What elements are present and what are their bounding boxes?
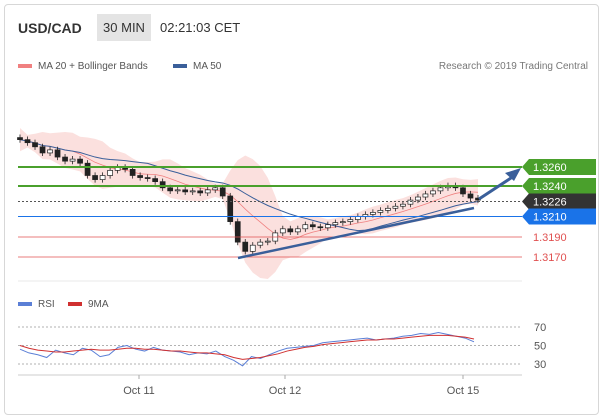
candle-body [347,219,354,222]
candle-body [99,175,106,180]
legend-rsi-label: RSI [38,299,55,310]
candle-body [174,189,181,192]
candle-body [437,187,444,192]
candle-body [430,190,436,195]
level-tag-1-3240 [522,178,596,194]
legend-swatch-rsi [18,302,32,307]
candle-body [340,221,346,223]
candle-body [370,212,376,215]
legend-ma20-label: MA 20 + Bollinger Bands [38,61,148,72]
x-tick-label: Oct 11 [123,385,155,397]
candle-body [62,156,68,162]
legend-swatch-ma20 [18,64,32,69]
candle-body [24,139,31,144]
candle-body [287,228,294,233]
candle-body [54,149,61,158]
candle-body [182,189,189,193]
candle-body [159,181,166,189]
bollinger-band [20,127,478,279]
level-tag-1-3210 [522,208,596,225]
candle-body [77,158,83,164]
candle-body [422,193,429,198]
ma20-line [19,139,479,240]
level-label-1-3226: 1.3226 [533,197,567,209]
candle-body [407,199,414,205]
level-label-1-3170: 1.3170 [533,252,567,264]
candle-body [302,224,309,230]
ma50-line [19,139,479,232]
candle-body [144,177,151,179]
candle-body [17,137,23,140]
support-trendline [237,206,475,260]
candle-body [32,142,38,148]
candle-body [107,170,113,176]
legend-ma50-label: MA 50 [193,61,222,72]
candle-body [47,149,53,154]
legend-9ma-label: 9MA [88,299,109,310]
candle-body [249,244,256,252]
credit-text: Research © 2019 Trading Central [438,61,588,72]
candle-body [400,203,406,207]
candle-body [167,187,174,192]
candle-body [385,207,391,211]
legend-swatch-9ma [68,302,82,307]
legend-swatch-ma50 [173,64,187,69]
candle-body [152,178,158,182]
projection-arrow-shaft [478,174,515,201]
candle-body [392,205,399,209]
rsi-tick-30: 30 [534,359,546,371]
x-tick-label: Oct 15 [447,385,479,397]
candle-body [189,190,196,193]
candle-body [309,224,316,228]
candle-body [227,195,234,222]
candle-body [242,241,249,252]
legend-rsi: RSI [18,299,55,310]
projection-arrow-head [505,168,521,181]
rsi-tick-50: 50 [534,341,546,353]
rsi-ma9-line [19,334,475,360]
candle-body [294,228,301,233]
candle-body [39,146,46,154]
candle-body [415,196,421,201]
candle-body [377,210,384,213]
candle-body [317,226,324,229]
candle-body [129,169,136,176]
candle-body [279,228,286,234]
candle-body [332,222,339,226]
level-label-1-3260: 1.3260 [533,162,567,174]
level-label-1-3240: 1.3240 [533,181,567,193]
candle-body [467,193,474,199]
candle-body [197,190,204,194]
legend-ma50: MA 50 [173,61,221,72]
legend-ma20-bb: MA 20 + Bollinger Bands [18,61,148,72]
candle-body [69,158,76,162]
candle-body [257,241,264,246]
candle-body [137,175,143,178]
timestamp: 02:21:03 CET [160,20,241,35]
candle-body [84,162,91,176]
legend-9ma: 9MA [68,299,109,310]
timeframe-badge[interactable]: 30 MIN [97,14,151,41]
symbol-title: USD/CAD [18,20,82,36]
rsi-line [19,332,475,367]
x-tick-label: Oct 12 [269,385,301,397]
level-tag-1-3260 [522,159,596,175]
candle-body [212,187,219,191]
candle-body [264,240,271,243]
rsi-tick-70: 70 [534,322,546,334]
candle-body [234,221,241,243]
candle-body [204,189,211,194]
level-tag-1-3226 [522,193,596,210]
candle-body [92,175,98,180]
candle-body [219,187,226,197]
level-label-1-3190: 1.3190 [533,232,567,244]
candle-body [460,187,466,195]
candle-body [324,224,331,229]
level-label-1-3210: 1.3210 [533,212,567,224]
